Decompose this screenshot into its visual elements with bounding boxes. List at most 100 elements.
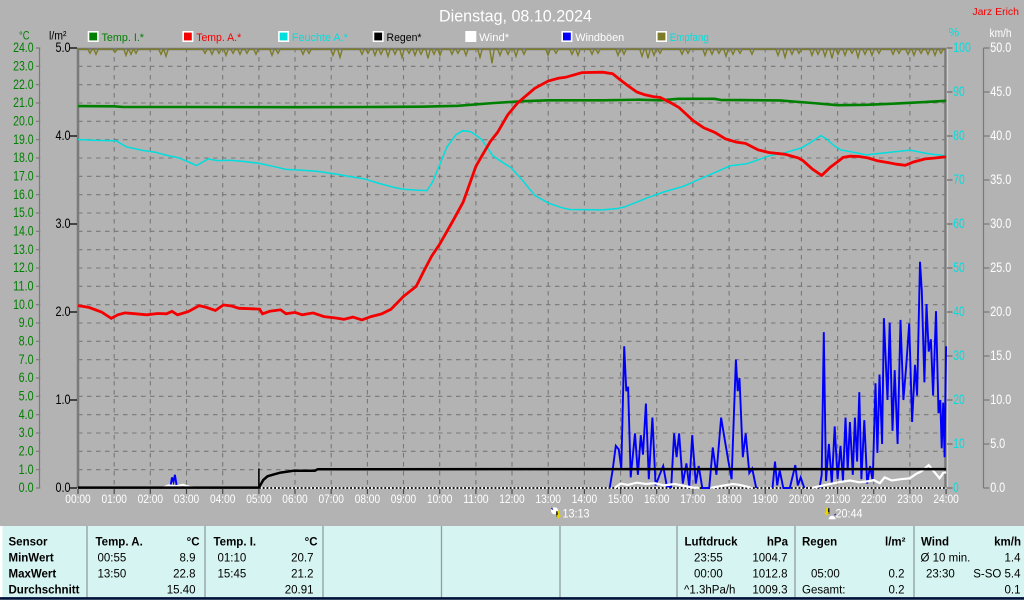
svg-text:Luftdruck: Luftdruck (685, 537, 739, 549)
svg-text:4.0: 4.0 (56, 127, 71, 143)
svg-text:2.0: 2.0 (19, 443, 34, 459)
svg-text:8.9: 8.9 (180, 553, 196, 565)
svg-text:0.2: 0.2 (889, 585, 905, 597)
svg-text:%: % (949, 26, 960, 40)
svg-text:8.0: 8.0 (19, 333, 34, 349)
svg-text:1.0: 1.0 (56, 391, 71, 407)
svg-text:05:00: 05:00 (246, 492, 272, 506)
svg-text:13.0: 13.0 (13, 241, 34, 257)
svg-text:40.0: 40.0 (990, 127, 1011, 143)
svg-text:9.0: 9.0 (19, 314, 34, 330)
svg-text:Dienstag, 08.10.2024: Dienstag, 08.10.2024 (439, 8, 592, 26)
svg-text:1009.3: 1009.3 (752, 585, 787, 597)
svg-text:1004.7: 1004.7 (752, 553, 787, 565)
svg-text:21.0: 21.0 (13, 94, 34, 110)
svg-text:MaxWert: MaxWert (9, 569, 57, 581)
svg-text:15.40: 15.40 (167, 585, 196, 597)
svg-text:0.2: 0.2 (889, 569, 905, 581)
svg-text:20.7: 20.7 (291, 553, 313, 565)
svg-text:1.4: 1.4 (1005, 553, 1022, 565)
svg-text:19:00: 19:00 (753, 492, 779, 506)
svg-text:23:00: 23:00 (897, 492, 923, 506)
svg-text:23.0: 23.0 (13, 58, 34, 74)
svg-text:06:00: 06:00 (282, 492, 308, 506)
svg-text:90: 90 (953, 83, 965, 99)
svg-text:24:00: 24:00 (933, 492, 959, 506)
svg-text:100: 100 (953, 39, 971, 55)
svg-text:Wind*: Wind* (479, 32, 510, 44)
svg-text:7.0: 7.0 (19, 351, 34, 367)
svg-text:12.0: 12.0 (13, 259, 34, 275)
svg-text:14:00: 14:00 (572, 492, 598, 506)
svg-text:S-SO 5.4: S-SO 5.4 (973, 569, 1021, 581)
svg-text:Ø 10 min.: Ø 10 min. (921, 553, 971, 565)
svg-text:MinWert: MinWert (9, 553, 54, 565)
svg-text:17:00: 17:00 (680, 492, 706, 506)
svg-text:03:00: 03:00 (174, 492, 200, 506)
svg-text:°C: °C (187, 537, 200, 549)
svg-text:04:00: 04:00 (210, 492, 236, 506)
svg-text:25.0: 25.0 (990, 259, 1011, 275)
svg-text:70: 70 (953, 171, 965, 187)
svg-text:13:13: 13:13 (563, 507, 590, 521)
svg-text:09:00: 09:00 (391, 492, 417, 506)
svg-text:50: 50 (953, 259, 965, 275)
svg-text:^1.3hPa/h: ^1.3hPa/h (684, 585, 735, 597)
svg-text:45.0: 45.0 (990, 83, 1011, 99)
svg-text:22.8: 22.8 (173, 569, 195, 581)
svg-text:30: 30 (953, 347, 965, 363)
svg-text:14.0: 14.0 (13, 223, 34, 239)
svg-text:0.0: 0.0 (19, 479, 34, 495)
svg-text:24.0: 24.0 (13, 39, 34, 55)
svg-text:22:00: 22:00 (861, 492, 887, 506)
svg-text:Regen*: Regen* (387, 32, 423, 44)
svg-text:12:00: 12:00 (499, 492, 525, 506)
svg-text:°C: °C (305, 537, 318, 549)
svg-text:hPa: hPa (767, 537, 789, 549)
svg-text:00:00: 00:00 (65, 492, 91, 506)
svg-text:Durchschnitt: Durchschnitt (9, 585, 80, 597)
svg-text:15.0: 15.0 (13, 204, 34, 220)
svg-text:22.0: 22.0 (13, 76, 34, 92)
svg-text:km/h: km/h (990, 26, 1012, 40)
svg-text:80: 80 (953, 127, 965, 143)
svg-text:Sensor: Sensor (9, 537, 49, 549)
svg-text:01:00: 01:00 (102, 492, 128, 506)
svg-text:Feuchte A.*: Feuchte A.* (292, 32, 349, 44)
svg-text:11:00: 11:00 (463, 492, 489, 506)
svg-text:02:00: 02:00 (138, 492, 164, 506)
svg-text:21.2: 21.2 (291, 569, 313, 581)
svg-text:30.0: 30.0 (990, 215, 1011, 231)
svg-text:3.0: 3.0 (56, 215, 71, 231)
svg-text:20:00: 20:00 (789, 492, 815, 506)
svg-text:0.0: 0.0 (990, 479, 1005, 495)
svg-text:10:00: 10:00 (427, 492, 453, 506)
svg-text:21:00: 21:00 (825, 492, 851, 506)
svg-text:16.0: 16.0 (13, 186, 34, 202)
svg-text:0: 0 (953, 479, 959, 495)
svg-text:0.0: 0.0 (56, 479, 71, 495)
svg-text:Wind: Wind (921, 537, 949, 549)
svg-text:Temp. I.*: Temp. I.* (102, 32, 145, 44)
svg-text:20.91: 20.91 (285, 585, 314, 597)
svg-text:5.0: 5.0 (990, 435, 1005, 451)
svg-text:5.0: 5.0 (56, 39, 71, 55)
svg-text:00:00: 00:00 (694, 569, 723, 581)
svg-text:01:10: 01:10 (218, 553, 247, 565)
svg-text:05:00: 05:00 (811, 569, 840, 581)
svg-text:Regen: Regen (802, 537, 837, 549)
svg-text:00:55: 00:55 (98, 553, 127, 565)
svg-text:Temp. A.: Temp. A. (96, 537, 143, 549)
svg-text:2.0: 2.0 (56, 303, 71, 319)
svg-text:60: 60 (953, 215, 965, 231)
svg-text:18.0: 18.0 (13, 149, 34, 165)
svg-text:10: 10 (953, 435, 965, 451)
svg-text:08:00: 08:00 (355, 492, 381, 506)
svg-text:20: 20 (953, 391, 965, 407)
svg-text:5.0: 5.0 (19, 388, 34, 404)
svg-text:11.0: 11.0 (13, 278, 34, 294)
svg-text:07:00: 07:00 (319, 492, 345, 506)
svg-text:3.0: 3.0 (19, 424, 34, 440)
svg-text:°C: °C (19, 29, 30, 43)
svg-text:20.0: 20.0 (990, 303, 1011, 319)
